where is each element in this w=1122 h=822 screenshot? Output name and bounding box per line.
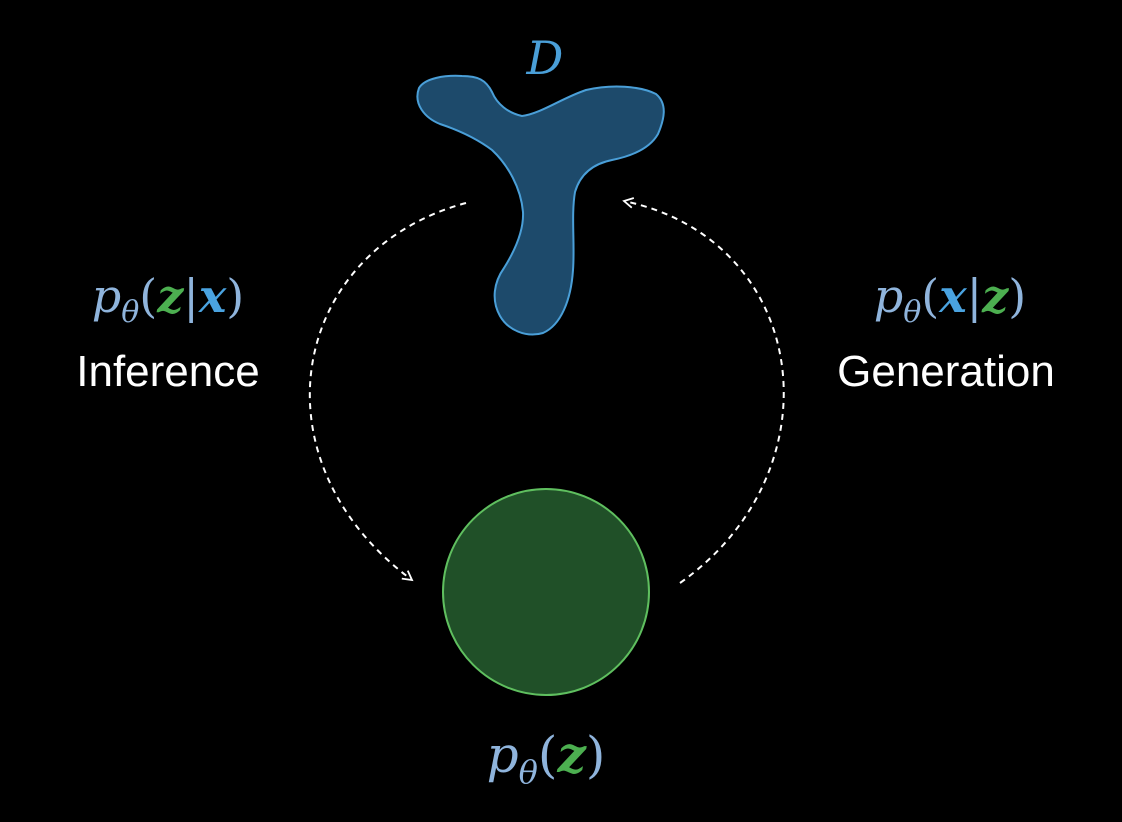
prior-formula: pθ(z) — [487, 725, 606, 791]
inference-arrow — [310, 203, 466, 580]
theta-subscript: θ — [903, 295, 921, 330]
data-distribution-shape — [417, 76, 663, 335]
open-paren: ( — [538, 726, 558, 784]
given-bar: | — [183, 269, 199, 323]
latent-variable: z — [156, 269, 184, 323]
inference-formula: pθ(z|x) — [92, 269, 244, 330]
inference-label: Inference — [76, 347, 259, 396]
theta-subscript: θ — [519, 753, 538, 791]
latent-variable: z — [981, 269, 1009, 323]
data-set-label: D — [526, 31, 564, 85]
latent-prior-circle — [443, 489, 649, 695]
theta-subscript: θ — [121, 295, 139, 330]
generation-formula: pθ(x|z) — [874, 269, 1026, 330]
p-symbol: p — [874, 269, 903, 323]
close-paren: ) — [226, 269, 244, 323]
latent-variable: z — [556, 725, 587, 784]
given-bar: | — [967, 269, 983, 323]
open-paren: ( — [139, 269, 157, 323]
open-paren: ( — [921, 269, 939, 323]
generation-label: Generation — [837, 347, 1055, 396]
generation-arrow — [624, 201, 784, 583]
observed-variable: x — [198, 269, 227, 323]
p-symbol: p — [92, 269, 121, 323]
close-paren: ) — [1008, 269, 1026, 323]
close-paren: ) — [586, 726, 606, 784]
observed-variable: x — [938, 269, 967, 323]
p-symbol: p — [487, 726, 519, 784]
